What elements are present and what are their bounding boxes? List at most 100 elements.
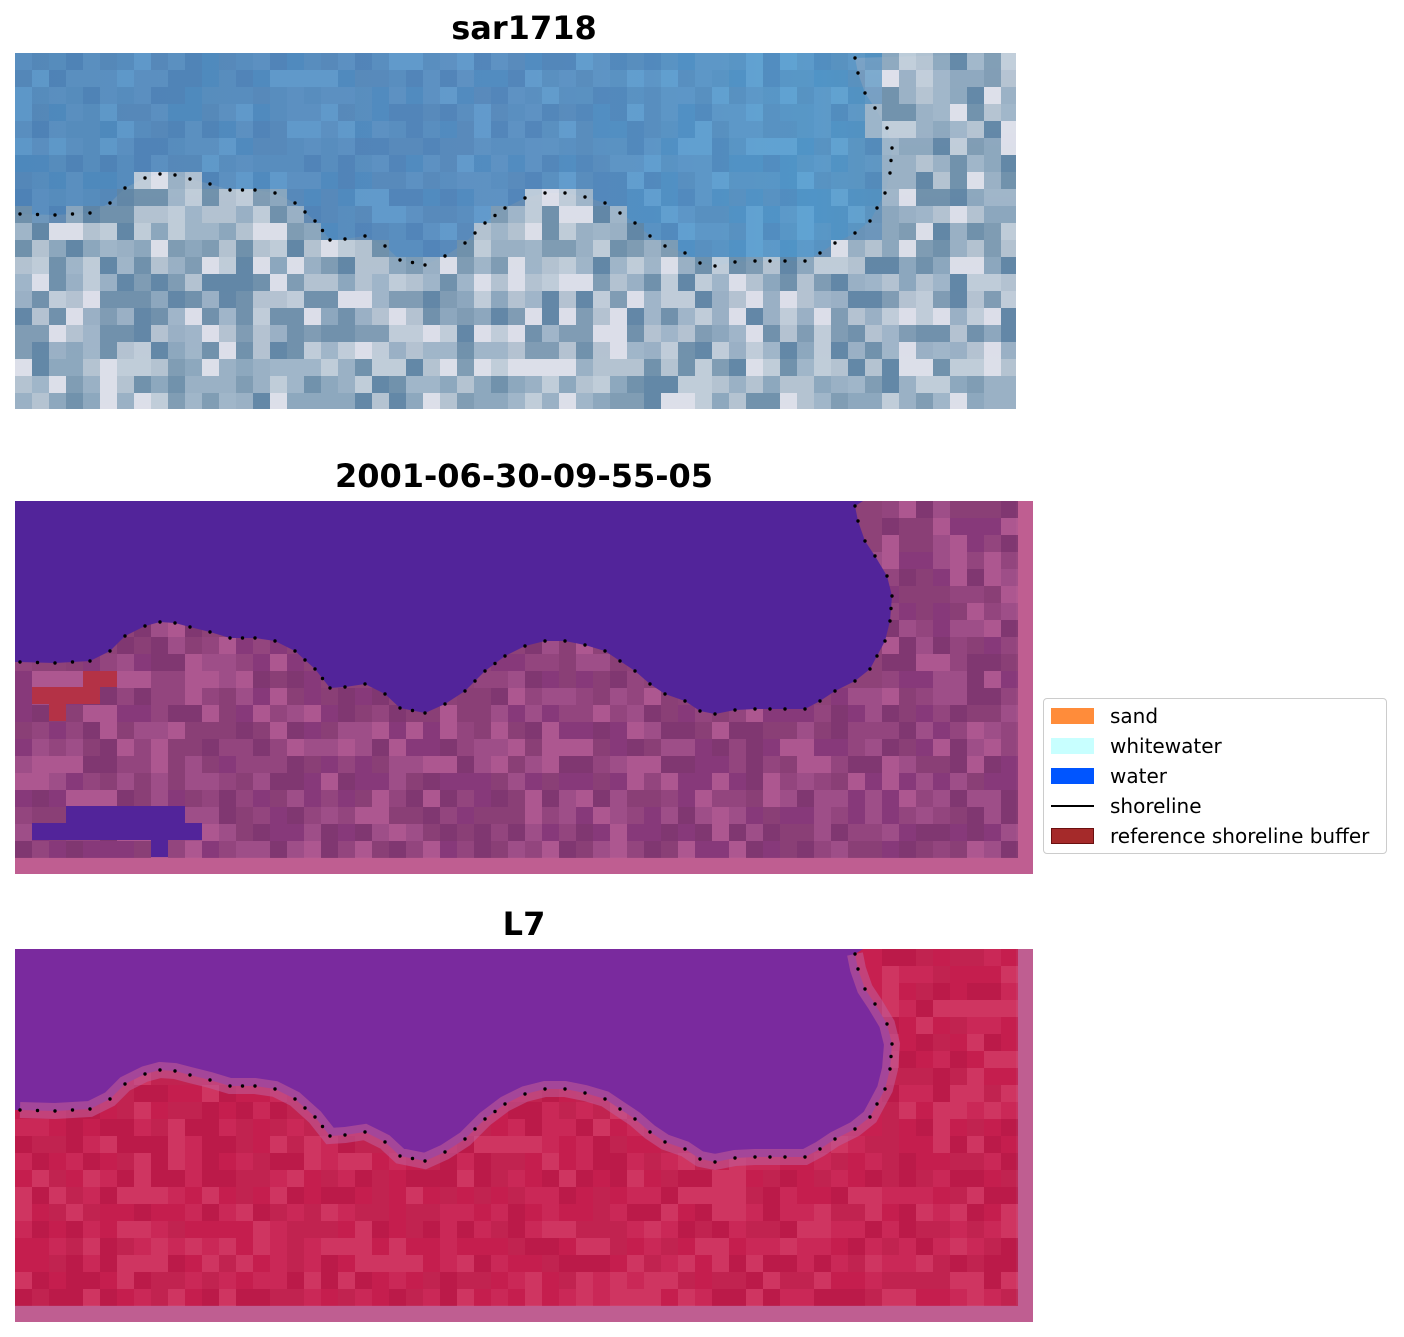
pixel-tile	[542, 688, 559, 705]
pixel-tile	[491, 189, 508, 206]
pixel-tile	[49, 206, 66, 223]
pixel-tile	[576, 722, 593, 739]
pixel-tile	[508, 1153, 525, 1170]
pixel-tile	[950, 1068, 967, 1085]
pixel-tile	[287, 274, 304, 291]
pixel-tile	[406, 138, 423, 155]
pixel-tile	[491, 841, 508, 858]
pixel-tile	[15, 1153, 32, 1170]
pixel-tile	[355, 739, 372, 756]
pixel-tile	[899, 739, 916, 756]
pixel-tile	[66, 1204, 83, 1221]
pixel-tile	[406, 359, 423, 376]
pixel-tile	[950, 983, 967, 1000]
pixel-tile	[678, 206, 695, 223]
pixel-tile	[644, 206, 661, 223]
pixel-tile	[627, 1221, 644, 1238]
shoreline-dot	[863, 539, 867, 543]
pixel-tile	[406, 1238, 423, 1255]
pixel-tile	[355, 1187, 372, 1204]
shoreline-dot	[228, 188, 232, 192]
pixel-tile	[321, 121, 338, 138]
pixel-tile	[100, 705, 117, 722]
shoreline-dot	[853, 1127, 857, 1131]
shoreline-dot	[885, 574, 889, 578]
pixel-tile	[474, 1221, 491, 1238]
pixel-tile	[950, 654, 967, 671]
pixel-tile	[899, 569, 916, 586]
shoreline-dot	[603, 649, 607, 653]
pixel-tile	[916, 138, 933, 155]
pixel-tile	[933, 790, 950, 807]
pixel-tile	[576, 53, 593, 70]
shoreline-dot	[240, 188, 245, 192]
pixel-tile	[899, 1051, 916, 1068]
pixel-tile	[304, 705, 321, 722]
pixel-tile	[355, 790, 372, 807]
pixel-tile	[151, 1272, 168, 1289]
pixel-tile	[967, 1272, 984, 1289]
pixel-tile	[576, 1119, 593, 1136]
pixel-tile	[814, 705, 831, 722]
pixel-tile	[882, 1221, 899, 1238]
pixel-tile	[967, 206, 984, 223]
pixel-tile	[729, 87, 746, 104]
pixel-tile	[236, 359, 253, 376]
pixel-tile	[66, 1187, 83, 1204]
pixel-tile	[899, 104, 916, 121]
pixel-tile	[236, 87, 253, 104]
pixel-tile	[270, 1221, 287, 1238]
pixel-tile	[610, 1119, 627, 1136]
shoreline-dot	[88, 659, 92, 663]
pixel-tile	[321, 104, 338, 121]
pixel-tile	[848, 1221, 865, 1238]
pixel-tile	[678, 240, 695, 257]
pixel-tile	[729, 722, 746, 739]
pixel-tile	[763, 342, 780, 359]
pixel-tile	[899, 824, 916, 841]
pixel-tile	[916, 790, 933, 807]
pixel-tile	[287, 739, 304, 756]
pixel-tile	[236, 841, 253, 858]
pixel-tile	[49, 1272, 66, 1289]
pixel-tile	[49, 756, 66, 773]
pixel-tile	[746, 1255, 763, 1272]
pixel-tile	[15, 376, 32, 393]
pixel-tile	[338, 325, 355, 342]
pixel-tile	[389, 342, 406, 359]
pixel-tile	[746, 138, 763, 155]
pixel-tile	[627, 1136, 644, 1153]
pixel-tile	[406, 722, 423, 739]
pixel-tile	[49, 1136, 66, 1153]
pixel-tile	[457, 1170, 474, 1187]
pixel-tile	[882, 756, 899, 773]
pixel-tile	[797, 87, 814, 104]
pixel-tile	[984, 756, 1001, 773]
pixel-tile	[406, 1170, 423, 1187]
pixel-tile	[83, 1170, 100, 1187]
pixel-tile	[627, 138, 644, 155]
legend-label: water	[1110, 764, 1167, 788]
pixel-tile	[117, 756, 134, 773]
pixel-tile	[321, 274, 338, 291]
pixel-tile	[814, 359, 831, 376]
pixel-tile	[831, 1289, 848, 1306]
pixel-tile	[848, 104, 865, 121]
pixel-tile	[644, 53, 661, 70]
pixel-tile	[474, 773, 491, 790]
shoreline-dot	[888, 171, 892, 175]
pixel-tile	[134, 155, 151, 172]
pixel-tile	[440, 189, 457, 206]
pixel-tile	[644, 121, 661, 138]
pixel-tile	[406, 1221, 423, 1238]
pixel-tile	[134, 1153, 151, 1170]
pixel-tile	[542, 1272, 559, 1289]
pixel-tile	[15, 155, 32, 172]
pixel-tile	[984, 1204, 1001, 1221]
pixel-tile	[66, 1255, 83, 1272]
shoreline-dot	[885, 1022, 889, 1026]
pixel-tile	[389, 70, 406, 87]
pixel-tile	[491, 1204, 508, 1221]
pixel-tile	[1001, 172, 1016, 189]
pixel-tile	[304, 807, 321, 824]
